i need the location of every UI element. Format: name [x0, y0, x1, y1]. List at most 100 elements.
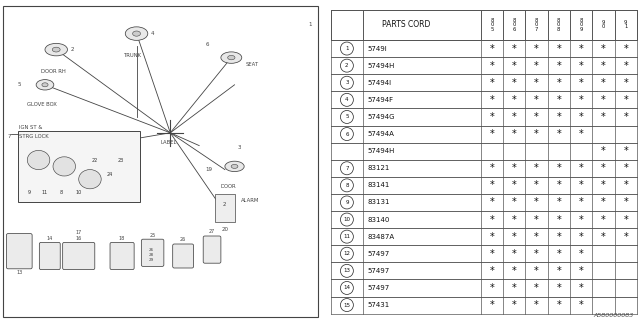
Text: *: * — [556, 112, 561, 122]
Text: *: * — [490, 300, 494, 310]
Ellipse shape — [231, 164, 238, 168]
Text: *: * — [490, 129, 494, 139]
Text: *: * — [490, 180, 494, 190]
Bar — [215, 194, 234, 222]
Text: *: * — [534, 249, 539, 259]
Text: 1: 1 — [345, 46, 349, 51]
Text: *: * — [556, 180, 561, 190]
Text: 2: 2 — [345, 63, 349, 68]
Bar — [331, 74, 637, 91]
Text: 8
0
8: 8 0 8 — [557, 18, 561, 32]
Text: *: * — [490, 163, 494, 173]
Text: *: * — [623, 61, 628, 71]
Bar — [331, 262, 637, 279]
Text: *: * — [623, 95, 628, 105]
Text: *: * — [556, 44, 561, 53]
Text: *: * — [534, 95, 539, 105]
Text: 57494H: 57494H — [367, 148, 395, 154]
Bar — [331, 10, 637, 40]
Text: 18: 18 — [119, 236, 125, 241]
Text: *: * — [579, 197, 584, 207]
Text: *: * — [579, 129, 584, 139]
Text: *: * — [490, 232, 494, 242]
Text: *: * — [601, 44, 605, 53]
Text: 26: 26 — [180, 237, 186, 243]
Ellipse shape — [28, 150, 50, 170]
Text: *: * — [556, 163, 561, 173]
Text: *: * — [579, 232, 584, 242]
Text: 26: 26 — [148, 248, 154, 252]
Text: 57497: 57497 — [367, 268, 390, 274]
Text: DOOR: DOOR — [220, 184, 236, 189]
Ellipse shape — [221, 52, 242, 63]
Text: 9
1: 9 1 — [624, 20, 627, 29]
Text: 10: 10 — [344, 217, 351, 222]
Text: 13: 13 — [344, 268, 351, 273]
Bar — [331, 57, 637, 74]
Text: *: * — [556, 214, 561, 225]
Text: 6: 6 — [205, 42, 209, 47]
Text: 57494A: 57494A — [367, 131, 394, 137]
Text: 57497: 57497 — [367, 251, 390, 257]
Ellipse shape — [79, 170, 101, 189]
Text: *: * — [556, 266, 561, 276]
Text: *: * — [601, 197, 605, 207]
Text: 5: 5 — [345, 115, 349, 119]
FancyBboxPatch shape — [141, 239, 164, 266]
Text: *: * — [601, 214, 605, 225]
Text: *: * — [601, 95, 605, 105]
Text: 11: 11 — [344, 234, 351, 239]
Text: 8
0
9: 8 0 9 — [579, 18, 583, 32]
Text: *: * — [512, 95, 516, 105]
Text: 20: 20 — [221, 227, 228, 232]
Text: IGN ST &: IGN ST & — [19, 124, 43, 130]
Text: *: * — [601, 112, 605, 122]
Text: *: * — [579, 180, 584, 190]
Text: *: * — [534, 112, 539, 122]
Text: *: * — [534, 266, 539, 276]
Text: 11: 11 — [42, 189, 48, 195]
Text: *: * — [623, 112, 628, 122]
Text: *: * — [490, 112, 494, 122]
Text: *: * — [534, 78, 539, 88]
Text: *: * — [512, 129, 516, 139]
Text: *: * — [534, 197, 539, 207]
Ellipse shape — [53, 157, 76, 176]
Text: 8: 8 — [345, 183, 349, 188]
Text: *: * — [490, 214, 494, 225]
Text: 8
0
7: 8 0 7 — [535, 18, 538, 32]
Text: 5: 5 — [17, 82, 21, 87]
Text: *: * — [601, 146, 605, 156]
Text: 57494F: 57494F — [367, 97, 394, 103]
Text: *: * — [601, 232, 605, 242]
Text: *: * — [623, 44, 628, 53]
Text: 10: 10 — [76, 189, 82, 195]
Text: 8
0
6: 8 0 6 — [513, 18, 516, 32]
Text: *: * — [512, 300, 516, 310]
Text: STRG LOCK: STRG LOCK — [19, 134, 49, 139]
FancyBboxPatch shape — [63, 243, 95, 269]
Text: *: * — [534, 300, 539, 310]
Text: 28
29: 28 29 — [148, 253, 154, 262]
Text: *: * — [579, 283, 584, 293]
Text: *: * — [490, 266, 494, 276]
Text: 3: 3 — [345, 80, 349, 85]
FancyBboxPatch shape — [204, 236, 221, 263]
Ellipse shape — [228, 55, 235, 60]
Text: *: * — [579, 300, 584, 310]
Bar — [331, 160, 637, 177]
Text: 8
0
5: 8 0 5 — [490, 18, 493, 32]
Text: TRUNK: TRUNK — [124, 53, 142, 58]
Text: *: * — [512, 283, 516, 293]
Text: 15: 15 — [344, 302, 351, 308]
Text: *: * — [623, 197, 628, 207]
Text: *: * — [556, 249, 561, 259]
Text: *: * — [623, 78, 628, 88]
Text: 57497: 57497 — [367, 285, 390, 291]
Text: *: * — [490, 249, 494, 259]
Text: 14: 14 — [47, 236, 53, 241]
Text: 6: 6 — [345, 132, 349, 137]
Text: GLOVE BOX: GLOVE BOX — [27, 102, 57, 108]
Text: *: * — [534, 214, 539, 225]
Text: *: * — [490, 197, 494, 207]
